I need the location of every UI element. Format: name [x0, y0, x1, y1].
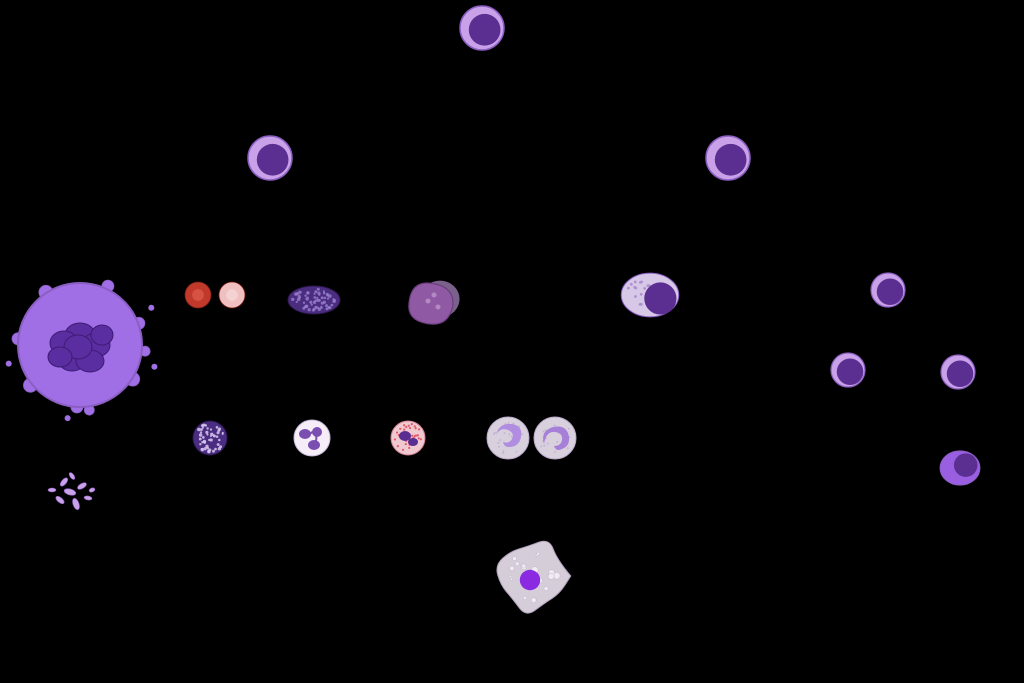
lymphocyte_b2-nucleus [947, 360, 974, 387]
megakaryocyte [6, 280, 158, 421]
plasma-cell [940, 451, 980, 485]
macrophage [497, 541, 571, 613]
lymphocyte_b1-nucleus [837, 358, 864, 385]
neutrophil [294, 420, 330, 456]
lymphocyte_t-nucleus [877, 278, 904, 305]
monocyte [487, 417, 529, 459]
nk-lymphoblast [621, 273, 679, 317]
basophil [193, 421, 227, 455]
eosinophil [391, 421, 425, 455]
myeloid_prog-nucleus [257, 144, 289, 176]
monocyte [534, 417, 576, 459]
myeloblast [409, 281, 460, 325]
lymphoid_prog-nucleus [715, 144, 747, 176]
hsc-nucleus [469, 14, 501, 46]
mast-cell [288, 286, 340, 314]
hematopoiesis-diagram [0, 0, 1024, 683]
thrombocytes [48, 472, 96, 511]
